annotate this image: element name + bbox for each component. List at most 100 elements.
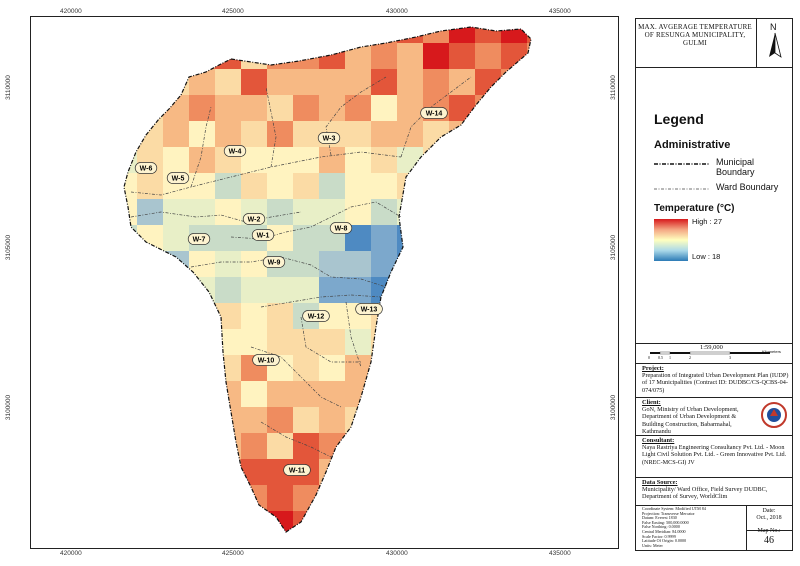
ward-label-text: W-7	[193, 237, 206, 244]
x-coord-label: 435000	[549, 8, 571, 15]
scale-tick: 0	[648, 355, 650, 360]
project-text: Preparation of Integrated Urban Developm…	[642, 372, 789, 394]
legend-low-label: Low : 18	[692, 252, 721, 261]
project-heading: Project:	[642, 365, 664, 372]
ward-label: W-14	[420, 107, 448, 119]
ward-label: W-3	[317, 132, 341, 144]
scale-tick: 3	[729, 355, 731, 360]
date-value: Oct., 2018	[756, 515, 782, 521]
projection-line: False Northing: 0.0000	[642, 524, 680, 530]
client-box: Client: GoN, Ministry of Urban Developme…	[636, 397, 792, 436]
ward-label-text: W-13	[361, 307, 378, 314]
y-coord-label: 3100000	[5, 394, 13, 421]
scale-tick: 0.5	[658, 355, 663, 360]
legend-box: Legend Administrative Municipal Boundary…	[636, 67, 792, 344]
projection-line: Datum: Everest 1830	[642, 515, 677, 521]
legend-title: Legend	[654, 111, 704, 127]
ward-label: W-12	[302, 310, 330, 322]
map-number-label: Map No.:	[757, 528, 781, 534]
ward-label-text: W-11	[289, 468, 305, 475]
ward-label-text: W-12	[308, 314, 325, 321]
ward-label: W-13	[355, 303, 383, 315]
x-coord-label: 425000	[222, 8, 244, 15]
title-box: MAX. AVGERAGE TEMPERATURE OF RESUNGA MUN…	[636, 19, 792, 68]
map-title: MAX. AVGERAGE TEMPERATURE OF RESUNGA MUN…	[638, 23, 752, 47]
ward-label-text: W-6	[140, 166, 153, 173]
ward-label: W-4	[223, 145, 247, 157]
y-coord-label: 3105000	[5, 234, 13, 261]
consultant-heading: Consultant:	[642, 437, 675, 444]
ward-label: W-1	[251, 229, 275, 241]
scale-tick: 1	[669, 355, 671, 360]
scale-bar	[650, 351, 770, 355]
date-label: Date:	[762, 508, 776, 514]
date-box: Date: Oct., 2018	[746, 505, 792, 531]
consultant-box: Consultant: Naya Rastriya Engineering Co…	[636, 435, 792, 478]
legend-administrative-heading: Administrative	[654, 139, 731, 151]
north-letter: N	[770, 22, 777, 32]
info-panel: MAX. AVGERAGE TEMPERATURE OF RESUNGA MUN…	[635, 18, 793, 551]
projection-line: Scale Factor: 0.9999	[642, 533, 676, 539]
x-coord-label: 435000	[549, 550, 571, 557]
consultant-text: Naya Rastriya Engineering Consultancy Pv…	[642, 444, 787, 466]
x-coord-label: 430000	[386, 8, 408, 15]
ward-boundary-symbol	[654, 188, 710, 190]
scale-box: 1:59,000 Kilometers 0 0.5 1 2 3	[636, 343, 792, 364]
legend-temperature-heading: Temperature (°C)	[654, 203, 735, 214]
x-coord-label: 420000	[60, 550, 82, 557]
government-emblem-icon	[761, 402, 787, 428]
ward-label-text: W-5	[172, 176, 185, 183]
map-frame[interactable]: W-1 W-2 W-3 W-4 W-5 W-6 W-7 W-8 W-9 W-10 W-11 W-12 W…	[30, 16, 619, 549]
projection-line: False Easting: 500,000.0000	[642, 519, 689, 525]
legend-high-label: High : 27	[692, 217, 723, 226]
ward-label: W-7	[187, 233, 211, 245]
projection-line: Central Meridian: 84.0000	[642, 528, 686, 534]
ward-label-text: W-14	[426, 111, 443, 118]
client-text: GoN, Ministry of Urban Development, Depa…	[642, 406, 739, 436]
scale-tick: 2	[689, 355, 691, 360]
client-heading: Client:	[642, 399, 661, 406]
legend-ward-boundary: Ward Boundary	[716, 182, 779, 192]
municipal-boundary-symbol	[654, 163, 710, 165]
y-coord-label: 3110000	[609, 75, 617, 100]
ward-label-text: W-1	[257, 233, 270, 240]
north-arrow: N	[756, 19, 793, 67]
projection-line: Projection: Transverse Mercator	[642, 510, 695, 516]
ward-label-text: W-10	[258, 358, 275, 365]
x-coord-label: 430000	[386, 550, 408, 557]
ward-boundaries	[130, 76, 472, 458]
projection-line: Latitude Of Origin: 0.0000	[642, 538, 687, 544]
temperature-map[interactable]: W-1 W-2 W-3 W-4 W-5 W-6 W-7 W-8 W-9 W-10 W-11 W-12 W…	[31, 17, 618, 548]
ward-label-text: W-3	[323, 136, 336, 143]
ward-labels: W-1 W-2 W-3 W-4 W-5 W-6 W-7 W-8 W-9 W-10 W-11 W-12 W…	[134, 107, 448, 476]
y-coord-label: 3100000	[610, 394, 618, 421]
data-source-text: Municipality/ Ward Office, Field Survey …	[642, 486, 768, 501]
scale-unit: Kilometers	[762, 349, 781, 354]
ward-label: W-10	[252, 354, 280, 366]
ward-label-text: W-2	[248, 217, 261, 224]
ward-label-text: W-9	[268, 260, 281, 267]
north-arrow-icon	[769, 32, 782, 58]
projection-line: Units: Meter	[642, 542, 663, 548]
projection-info: Coordinate System: Modified UTM 84 Projec…	[636, 505, 747, 550]
ward-label: W-5	[166, 172, 190, 184]
ward-label: W-11	[283, 464, 311, 476]
y-coord-label: 3110000	[4, 75, 12, 100]
scale-ratio: 1:59,000	[700, 344, 723, 351]
temperature-raster	[124, 27, 531, 532]
data-source-heading: Data Source:	[642, 479, 678, 486]
map-number-value: 46	[764, 535, 774, 546]
temperature-gradient	[654, 219, 688, 261]
municipal-boundary	[123, 26, 532, 533]
ward-label: W-6	[134, 162, 158, 174]
ward-label: W-2	[242, 213, 266, 225]
ward-label-text: W-8	[335, 226, 348, 233]
legend-municipal-boundary: Municipal Boundary	[716, 157, 755, 177]
projection-line: Coordinate System: Modified UTM 84	[642, 506, 706, 511]
x-coord-label: 420000	[60, 8, 82, 15]
meta-box: Coordinate System: Modified UTM 84 Projec…	[636, 505, 792, 550]
x-coord-label: 425000	[222, 550, 244, 557]
map-number-box: Map No.: 46	[746, 528, 792, 550]
ward-label: W-8	[329, 222, 353, 234]
ward-label-text: W-4	[229, 149, 242, 156]
